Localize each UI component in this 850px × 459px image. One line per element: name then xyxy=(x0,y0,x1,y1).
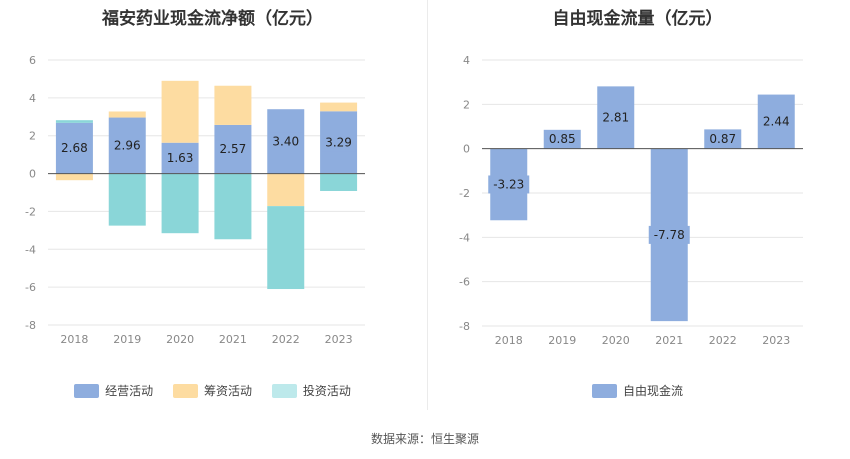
legend-swatch-free-cash-flow xyxy=(591,383,617,398)
right-data-label: 0.85 xyxy=(549,132,576,146)
chart-title-left: 福安药业现金流净额（亿元） xyxy=(102,9,323,29)
left-data-label: 1.63 xyxy=(167,151,194,165)
legend-swatch-operating xyxy=(74,383,100,398)
right-data-label: -7.78 xyxy=(654,228,685,242)
legend-right: 自由现金流 xyxy=(425,382,850,401)
left-bar-2023-s1 xyxy=(320,102,358,112)
left-y-tick-label: 6 xyxy=(29,54,36,67)
left-x-tick-label: 2021 xyxy=(219,333,247,346)
left-x-tick-label: 2020 xyxy=(166,333,194,346)
left-y-tick-label: -4 xyxy=(25,243,36,256)
right-y-tick-label: -8 xyxy=(459,320,470,333)
legend-item-operating[interactable]: 经营活动 xyxy=(74,382,153,399)
data-source-note: 数据来源：恒生聚源 xyxy=(370,432,479,446)
right-data-label-bg xyxy=(705,130,740,149)
left-bar-2019-s1 xyxy=(108,111,146,118)
left-bar-2022-s1 xyxy=(267,173,305,207)
right-data-label: 2.44 xyxy=(763,115,790,129)
right-data-label-bg xyxy=(648,225,690,244)
left-data-label-bg xyxy=(163,149,198,168)
left-bar-2018-s1 xyxy=(55,173,93,181)
right-x-tick-label: 2023 xyxy=(762,334,790,347)
right-data-label-bg xyxy=(598,108,633,127)
right-x-tick-label: 2021 xyxy=(655,334,683,347)
legend-label-investing: 投资活动 xyxy=(302,384,351,398)
left-bar-2019-s2 xyxy=(108,173,146,226)
left-bar-2023-s2 xyxy=(320,173,358,191)
legend-item-investing[interactable]: 投资活动 xyxy=(271,382,351,399)
left-bar-2021-s1 xyxy=(214,85,252,125)
left-x-tick-label: 2022 xyxy=(272,333,300,346)
right-y-tick-label: 0 xyxy=(463,143,470,156)
left-bar-2022-s2 xyxy=(267,206,305,290)
free-cash-flow-plot: 4 2 0 -2 -4 -6 -8 -3.23 2018 0.85 2019 2.81 2020 -7.7… xyxy=(459,54,803,347)
left-data-label-bg xyxy=(215,140,250,159)
right-data-label-bg xyxy=(488,175,530,194)
left-bar-2020-s2 xyxy=(161,173,199,234)
legend-label-operating: 经营活动 xyxy=(105,384,154,398)
left-data-label-bg xyxy=(268,132,303,151)
right-y-tick-label: -2 xyxy=(459,187,470,200)
left-data-label: 3.40 xyxy=(272,134,299,148)
left-data-label: 2.57 xyxy=(220,142,247,156)
right-data-label: 2.81 xyxy=(602,111,629,125)
left-y-tick-label: -2 xyxy=(25,205,36,218)
right-data-label: -3.23 xyxy=(493,177,524,191)
right-data-label-bg xyxy=(759,112,794,131)
left-x-tick-label: 2019 xyxy=(113,333,141,346)
left-y-tick-label: 2 xyxy=(29,130,36,143)
legend-item-financing[interactable]: 筹资活动 xyxy=(172,382,252,399)
right-x-tick-label: 2018 xyxy=(495,334,523,347)
legend-item-free-cash-flow[interactable]: 自由现金流 xyxy=(591,382,683,399)
cash-flow-net-plot: 6 4 2 0 -2 -4 -6 -8 2.68 2018 2.96 2019 1.63 2020 2.57… xyxy=(25,54,365,346)
left-data-label: 3.29 xyxy=(325,135,352,149)
left-data-label-bg xyxy=(321,133,356,152)
panel-divider xyxy=(427,0,428,410)
left-bar-2020-s1 xyxy=(161,80,199,143)
left-data-label: 2.96 xyxy=(114,139,141,153)
left-bar-2018-s2 xyxy=(55,120,93,123)
left-y-tick-label: 4 xyxy=(29,92,36,105)
left-x-tick-label: 2023 xyxy=(325,333,353,346)
right-x-tick-label: 2019 xyxy=(548,334,576,347)
right-y-tick-label: -4 xyxy=(459,231,470,244)
left-x-tick-label: 2018 xyxy=(60,333,88,346)
legend-label-free-cash-flow: 自由现金流 xyxy=(622,384,683,398)
legend-label-financing: 筹资活动 xyxy=(203,384,252,398)
left-data-label-bg xyxy=(110,136,145,155)
right-y-tick-label: -6 xyxy=(459,276,470,289)
right-x-tick-label: 2020 xyxy=(602,334,630,347)
right-y-tick-label: 4 xyxy=(463,54,470,67)
left-y-tick-label: -8 xyxy=(25,319,36,332)
right-data-label: 0.87 xyxy=(709,132,736,146)
left-data-label-bg xyxy=(57,139,92,158)
free-cash-flow-chart: 自由现金流量（亿元） 4 2 0 -2 -4 -6 -8 -3.23 2018 0.85 2019 2… xyxy=(425,0,850,420)
cash-flow-net-chart: 福安药业现金流净额（亿元） 6 4 2 0 -2 -4 -6 -8 2.68 2018 2.96 20… xyxy=(0,0,425,420)
left-bar-2021-s2 xyxy=(214,173,252,240)
right-data-label-bg xyxy=(545,130,580,149)
left-data-label: 2.68 xyxy=(61,141,88,155)
left-y-tick-label: 0 xyxy=(29,168,36,181)
right-x-tick-label: 2022 xyxy=(709,334,737,347)
right-y-tick-label: 2 xyxy=(463,98,470,111)
legend-swatch-investing xyxy=(271,383,297,398)
chart-title-right: 自由现金流量（亿元） xyxy=(552,9,723,29)
legend-swatch-financing xyxy=(172,383,198,398)
left-y-tick-label: -6 xyxy=(25,281,36,294)
legend-left: 经营活动 筹资活动 投资活动 xyxy=(0,382,425,401)
